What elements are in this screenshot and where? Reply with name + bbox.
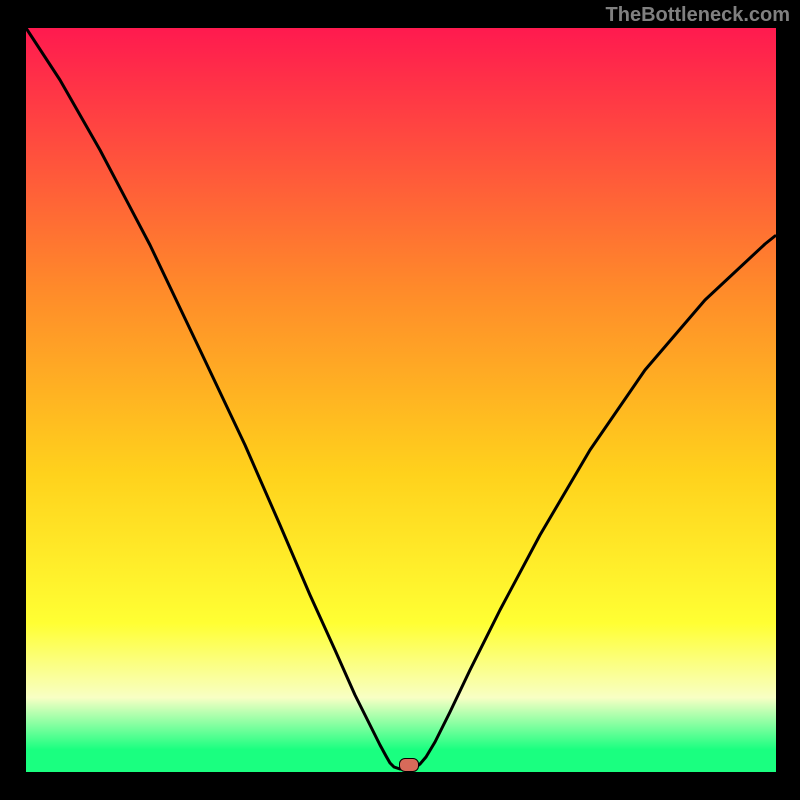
watermark-label: TheBottleneck.com	[606, 4, 790, 27]
bottleneck-curve	[26, 28, 775, 769]
minimum-point-marker	[399, 758, 419, 772]
curve-layer-svg	[0, 0, 800, 800]
